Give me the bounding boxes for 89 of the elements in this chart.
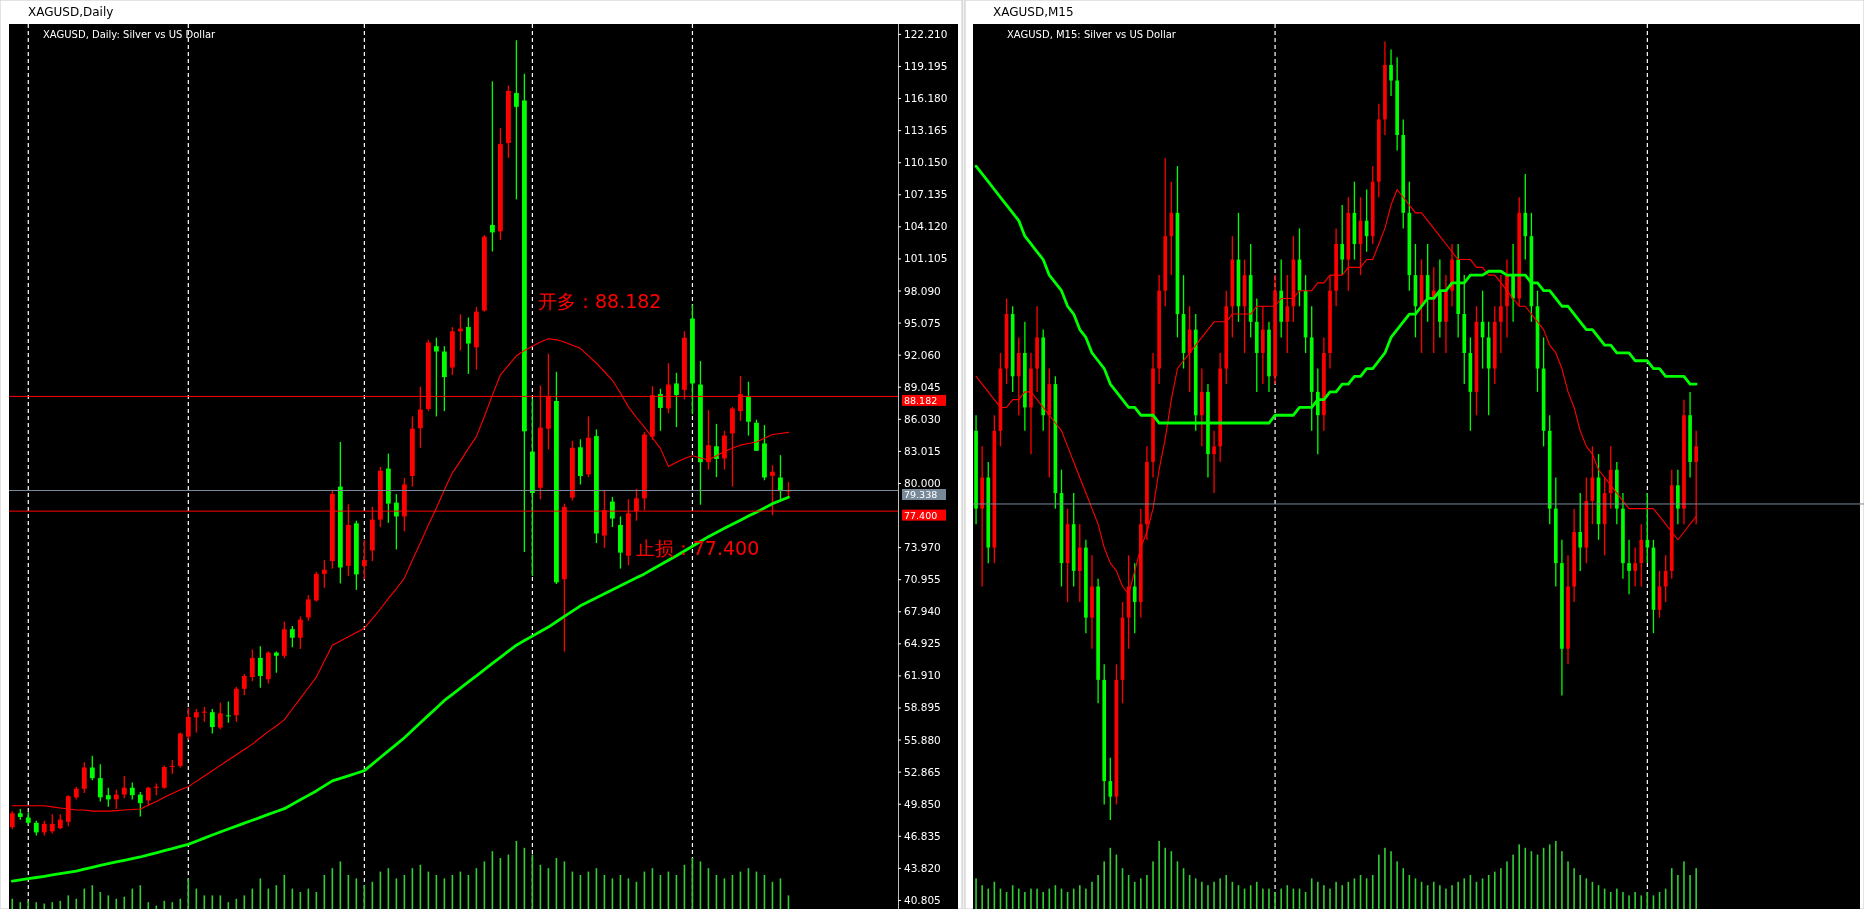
y-tick-label: 101.105 bbox=[904, 252, 948, 265]
candlestick bbox=[722, 430, 727, 471]
candlestick bbox=[105, 787, 111, 808]
ref-line-label: 止损：77.400 bbox=[635, 537, 760, 560]
candlestick bbox=[674, 372, 679, 428]
candlestick bbox=[1261, 305, 1265, 385]
y-tick-label: 64.925 bbox=[904, 637, 941, 650]
candlestick bbox=[1108, 757, 1113, 821]
y-tick-label: 73.970 bbox=[904, 541, 941, 554]
candlestick bbox=[321, 559, 327, 589]
candlestick bbox=[1389, 48, 1393, 97]
y-tick-label: 46.835 bbox=[904, 829, 941, 842]
candlestick bbox=[241, 673, 247, 696]
y-tick-label: 52.865 bbox=[904, 765, 941, 778]
candlestick bbox=[145, 786, 151, 807]
candlestick bbox=[9, 810, 15, 830]
chart-subtitle: XAGUSD, M15: Silver vs US Dollar bbox=[1007, 29, 1177, 40]
text: 88.182 bbox=[904, 394, 938, 406]
y-tick-label: 43.820 bbox=[904, 861, 941, 874]
y-tick-label: 61.910 bbox=[904, 669, 941, 682]
y-tick-label: 86.030 bbox=[904, 412, 941, 425]
candlestick bbox=[1212, 430, 1216, 494]
candlestick bbox=[257, 645, 263, 689]
candlestick bbox=[185, 707, 191, 741]
y-tick-label: 70.955 bbox=[904, 573, 941, 586]
chart-title: XAGUSD,M15 bbox=[993, 5, 1074, 19]
chart-subtitle: XAGUSD, Daily: Silver vs US Dollar bbox=[43, 29, 217, 40]
candlestick bbox=[433, 337, 439, 418]
candlestick bbox=[1633, 546, 1637, 588]
candlestick bbox=[610, 496, 615, 528]
y-tick-label: 49.850 bbox=[904, 797, 941, 810]
y-tick-label: 40.805 bbox=[904, 893, 941, 906]
candlestick bbox=[81, 761, 87, 794]
y-tick-label: 98.090 bbox=[904, 284, 941, 297]
text: 77.400 bbox=[904, 509, 938, 521]
y-tick-label: 67.940 bbox=[904, 605, 941, 618]
candlestick bbox=[1016, 336, 1021, 416]
candlestick bbox=[217, 701, 223, 730]
candlestick bbox=[289, 625, 295, 648]
candlestick bbox=[714, 423, 719, 478]
candlestick bbox=[1200, 367, 1204, 448]
candlestick bbox=[193, 708, 199, 734]
candlestick bbox=[89, 755, 95, 781]
candlestick bbox=[273, 650, 279, 674]
candlestick bbox=[209, 708, 215, 735]
candlestick bbox=[1578, 492, 1583, 572]
y-tick-label: 119.195 bbox=[904, 59, 948, 72]
candlestick bbox=[225, 700, 231, 724]
y-tick-label: 107.135 bbox=[904, 188, 948, 201]
y-tick-label: 104.120 bbox=[904, 220, 948, 233]
y-tick-label: 92.060 bbox=[904, 348, 941, 361]
y-tick-label: 83.015 bbox=[904, 444, 941, 457]
candlestick bbox=[658, 388, 663, 432]
y-tick-label: 55.880 bbox=[904, 733, 941, 746]
candlestick bbox=[706, 409, 711, 471]
candlestick bbox=[1523, 173, 1528, 261]
candlestick bbox=[1077, 523, 1082, 603]
candlestick bbox=[161, 764, 167, 790]
text: 79.338 bbox=[904, 489, 938, 500]
candlestick bbox=[1340, 204, 1345, 276]
y-tick-label: 110.150 bbox=[904, 156, 948, 169]
candlestick bbox=[1627, 539, 1631, 595]
candlestick bbox=[1608, 445, 1613, 510]
ref-line-label: 开多：88.182 bbox=[537, 290, 662, 313]
chart-title: XAGUSD,Daily bbox=[28, 5, 114, 19]
candlestick bbox=[305, 594, 311, 622]
y-tick-label: 116.180 bbox=[904, 92, 948, 105]
candlestick bbox=[49, 813, 55, 835]
y-tick-label: 122.210 bbox=[904, 27, 948, 40]
candlestick bbox=[97, 763, 103, 803]
candlestick bbox=[1499, 274, 1503, 354]
candlestick bbox=[489, 80, 495, 253]
candlestick bbox=[513, 39, 519, 201]
candlestick bbox=[1132, 562, 1137, 634]
candlestick bbox=[249, 648, 255, 682]
y-tick-label: 58.895 bbox=[904, 701, 941, 714]
y-tick-label: 95.075 bbox=[904, 316, 941, 329]
y-tick-label: 113.165 bbox=[904, 124, 948, 137]
y-tick-label: 80.000 bbox=[904, 476, 941, 489]
candlestick bbox=[297, 615, 303, 650]
candlestick bbox=[137, 791, 143, 818]
candlestick bbox=[1511, 243, 1515, 323]
candlestick bbox=[1285, 274, 1290, 354]
candlestick bbox=[361, 539, 367, 580]
candlestick bbox=[121, 775, 127, 800]
candlestick bbox=[465, 316, 471, 375]
candlestick bbox=[1676, 469, 1680, 525]
candlestick bbox=[1639, 523, 1644, 588]
y-tick-label: 89.045 bbox=[904, 380, 941, 393]
